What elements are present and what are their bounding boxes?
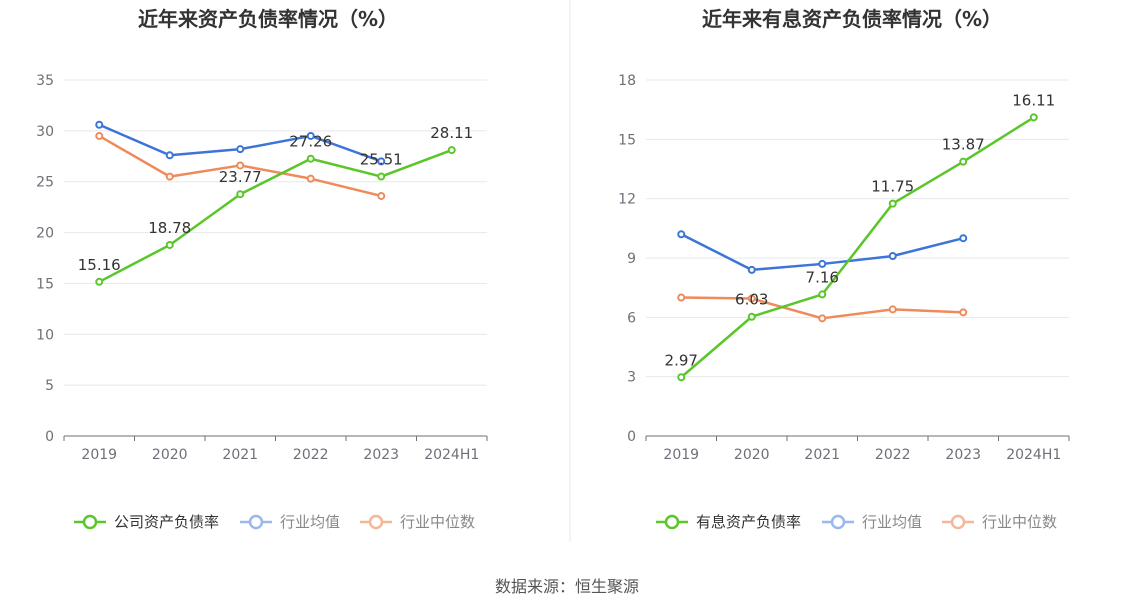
data-point[interactable]	[165, 240, 174, 249]
data-point[interactable]	[236, 145, 245, 154]
data-point[interactable]	[959, 308, 968, 317]
legend-marker[interactable]	[664, 514, 680, 530]
series-line	[680, 116, 1035, 379]
y-tick-label: 9	[627, 251, 636, 267]
y-tick-label: 30	[36, 124, 54, 140]
data-point[interactable]	[677, 293, 686, 302]
y-tick-label: 15	[36, 276, 54, 292]
data-label: 6.03	[735, 291, 768, 309]
y-tick-label: 5	[45, 378, 54, 394]
chart-title: 近年来有息资产负债率情况（%）	[702, 7, 1002, 31]
legend-marker[interactable]	[368, 514, 384, 530]
data-point[interactable]	[888, 199, 897, 208]
data-label: 27.26	[289, 133, 332, 151]
data-label: 18.78	[148, 219, 191, 237]
x-tick-label: 2022	[875, 447, 911, 463]
data-point[interactable]	[165, 172, 174, 181]
data-point[interactable]	[959, 234, 968, 243]
series-line	[98, 123, 382, 163]
y-tick-label: 6	[627, 310, 636, 326]
x-tick-label: 2022	[293, 447, 329, 463]
data-point[interactable]	[306, 174, 315, 183]
legend-label[interactable]: 行业中位数	[982, 513, 1057, 531]
data-source-note: 数据来源：恒生聚源	[495, 577, 639, 596]
legend-label[interactable]: 有息资产负债率	[696, 513, 801, 531]
data-point[interactable]	[677, 230, 686, 239]
data-point[interactable]	[747, 312, 756, 321]
data-label: 2.97	[665, 351, 698, 369]
chart-panel-left: 近年来资产负债率情况（%） 0 5 10 15 20 25 30 35 2019 2020 2021 2…	[36, 7, 488, 531]
data-point[interactable]	[165, 151, 174, 160]
y-tick-label: 10	[36, 327, 54, 343]
data-point[interactable]	[447, 146, 456, 155]
legend-label[interactable]: 行业均值	[280, 513, 340, 531]
y-tick-label: 18	[618, 73, 636, 89]
data-label: 15.16	[78, 256, 121, 274]
data-point[interactable]	[95, 277, 104, 286]
x-tick-label: 2020	[734, 447, 770, 463]
legend-label[interactable]: 行业均值	[862, 513, 922, 531]
x-tick-label: 2023	[945, 447, 981, 463]
data-point[interactable]	[818, 314, 827, 323]
legend-label[interactable]: 行业中位数	[400, 513, 475, 531]
data-point[interactable]	[677, 373, 686, 382]
y-tick-label: 0	[627, 429, 636, 445]
y-tick-label: 3	[627, 370, 636, 386]
legend-marker[interactable]	[950, 514, 966, 530]
data-point[interactable]	[236, 161, 245, 170]
data-point[interactable]	[306, 131, 315, 140]
data-point[interactable]	[747, 294, 756, 303]
series-line	[98, 148, 453, 283]
x-tick-label: 2019	[663, 447, 699, 463]
data-point[interactable]	[818, 290, 827, 299]
legend-marker[interactable]	[248, 514, 264, 530]
data-point[interactable]	[306, 154, 315, 163]
data-label: 25.51	[360, 151, 403, 169]
y-tick-label: 25	[36, 175, 54, 191]
data-point[interactable]	[377, 157, 386, 166]
data-point[interactable]	[1029, 113, 1038, 122]
chart-title: 近年来资产负债率情况（%）	[138, 7, 398, 31]
data-point[interactable]	[95, 120, 104, 129]
chart-panel-right: 近年来有息资产负债率情况（%） 0 3 6 9 12 15 18 2019 2020 2021 202…	[618, 7, 1070, 531]
x-tick-label: 2021	[804, 447, 840, 463]
y-tick-label: 35	[36, 73, 54, 89]
legend-marker[interactable]	[82, 514, 98, 530]
data-point[interactable]	[959, 157, 968, 166]
data-point[interactable]	[377, 191, 386, 200]
x-tick-label: 2019	[81, 447, 117, 463]
data-point[interactable]	[95, 131, 104, 140]
data-point[interactable]	[377, 172, 386, 181]
y-tick-label: 12	[618, 192, 636, 208]
data-label: 13.87	[942, 136, 985, 154]
legend-marker[interactable]	[830, 514, 846, 530]
x-tick-label: 2020	[152, 447, 188, 463]
legend-label[interactable]: 公司资产负债率	[114, 513, 219, 531]
data-label: 28.11	[430, 124, 473, 142]
y-tick-label: 20	[36, 226, 54, 242]
x-tick-label: 2024H1	[424, 447, 479, 463]
data-label: 16.11	[1012, 91, 1055, 109]
y-tick-label: 15	[618, 132, 636, 148]
x-tick-label: 2023	[363, 447, 399, 463]
data-point[interactable]	[818, 259, 827, 268]
x-tick-label: 2024H1	[1006, 447, 1061, 463]
y-tick-label: 0	[45, 429, 54, 445]
data-point[interactable]	[747, 265, 756, 274]
x-tick-label: 2021	[222, 447, 258, 463]
data-point[interactable]	[888, 252, 897, 261]
data-label: 11.75	[871, 178, 914, 196]
data-label: 7.16	[806, 268, 839, 286]
data-label: 23.77	[219, 168, 262, 186]
data-point[interactable]	[236, 190, 245, 199]
data-point[interactable]	[888, 305, 897, 314]
